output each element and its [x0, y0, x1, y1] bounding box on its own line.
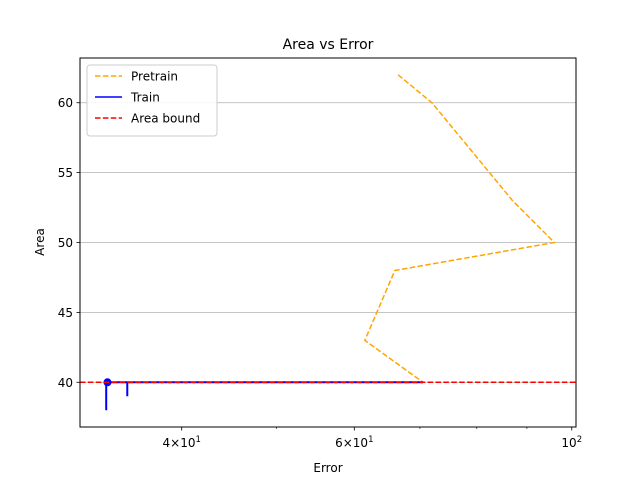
x-tick-label: 102	[561, 435, 582, 450]
legend-label: Area bound	[131, 112, 200, 126]
legend: Pretrain Train Area bound	[86, 64, 218, 137]
y-tick-label: 55	[58, 166, 73, 180]
x-axis-label: Error	[313, 461, 342, 475]
legend-label: Train	[130, 91, 160, 105]
y-axis-label: Area	[33, 228, 47, 256]
grid-lines	[80, 102, 576, 383]
data-series	[80, 74, 576, 411]
y-tick-label: 40	[58, 376, 73, 390]
y-axis-ticks: 40 45 50 55 60	[58, 96, 80, 390]
legend-label: Pretrain	[131, 70, 178, 84]
x-tick-label: 6×101	[335, 435, 373, 450]
y-tick-label: 60	[58, 96, 73, 110]
x-tick-label: 4×101	[163, 435, 201, 450]
y-tick-label: 45	[58, 306, 73, 320]
x-axis-ticks: 4×101 6×101 102	[163, 427, 582, 450]
series-line-pretrain	[363, 74, 556, 383]
chart-title: Area vs Error	[283, 37, 374, 53]
y-tick-label: 50	[58, 236, 73, 250]
